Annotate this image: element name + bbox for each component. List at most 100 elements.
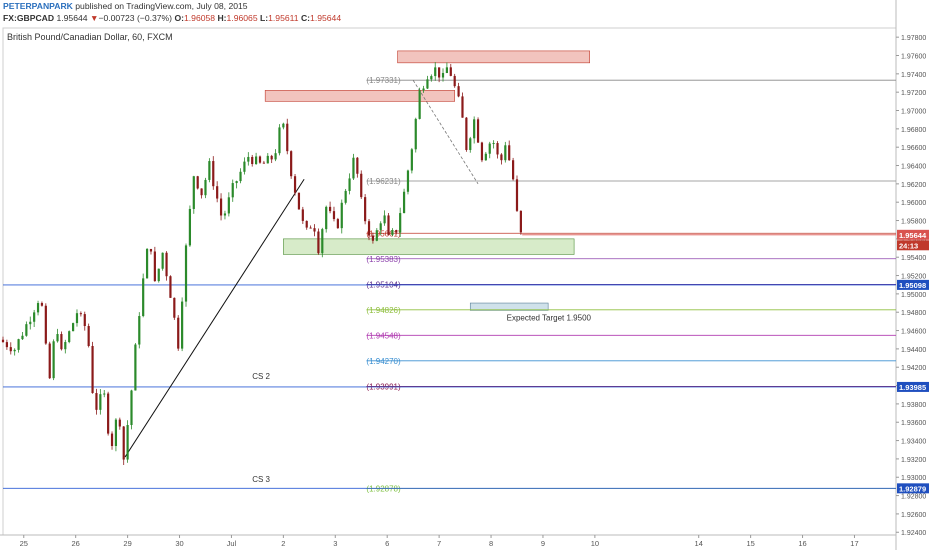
- candle-body: [52, 341, 55, 379]
- candle-body: [227, 197, 230, 214]
- candle-body: [169, 276, 172, 298]
- candle-body: [192, 176, 195, 209]
- y-tick-label: 1.96400: [901, 164, 926, 171]
- symbol-label: FX:GBPCAD: [3, 13, 55, 23]
- candle-body: [138, 316, 141, 345]
- last-price: 1.95644: [56, 13, 88, 23]
- change-value: −0.00723 (−0.37%): [98, 13, 173, 23]
- candle-body: [391, 230, 394, 235]
- x-tick-label: 9: [541, 539, 545, 548]
- x-tick-label: 25: [20, 539, 28, 548]
- candle-body: [219, 198, 223, 216]
- candle-body: [352, 157, 355, 179]
- candle-body: [83, 314, 86, 327]
- level-label: (1.92878): [366, 484, 401, 493]
- candle-body: [515, 179, 519, 211]
- candle-body: [44, 305, 47, 344]
- y-tick-label: 1.97000: [901, 109, 926, 116]
- candle-body: [441, 72, 445, 78]
- y-tick-label: 1.93000: [901, 475, 926, 482]
- x-tick-label: 30: [175, 539, 183, 548]
- y-tick-label: 1.97400: [901, 72, 926, 79]
- x-tick-label: 6: [385, 539, 389, 548]
- candle-body: [438, 67, 441, 78]
- candle-body: [157, 268, 160, 282]
- price-tag-label: 1.95098: [899, 281, 926, 290]
- high-value: 1.96065: [226, 13, 258, 23]
- y-tick-label: 1.93800: [901, 402, 926, 409]
- candle-body: [402, 191, 406, 214]
- candle-body: [243, 161, 246, 172]
- candle-body: [430, 76, 433, 80]
- price-tag: [897, 229, 929, 240]
- candle-body: [426, 79, 429, 89]
- x-tick-label: 14: [695, 539, 703, 548]
- candle-body: [13, 349, 16, 352]
- candle-body: [200, 188, 203, 196]
- candle-body: [103, 393, 106, 395]
- candle-body: [480, 142, 484, 161]
- plot-frame: [2, 27, 897, 536]
- candle-body: [36, 303, 40, 313]
- candle-body: [184, 245, 188, 302]
- candle-body: [278, 127, 281, 154]
- y-tick-label: 1.96800: [901, 127, 926, 134]
- y-tick-label: 1.95800: [901, 219, 926, 226]
- y-tick-label: 1.97200: [901, 90, 926, 97]
- candle-body: [356, 157, 359, 174]
- y-tick-label: 1.97800: [901, 35, 926, 42]
- candle-body: [508, 145, 511, 161]
- level-label: (1.97331): [366, 76, 401, 85]
- price-tag-label: 24:13: [899, 241, 918, 250]
- candle-body: [122, 426, 125, 460]
- candle-body: [239, 171, 242, 182]
- author-link[interactable]: PETERPANPARK: [3, 1, 73, 11]
- candle-body: [68, 331, 71, 343]
- candle-body: [375, 230, 378, 241]
- candle-body: [48, 343, 51, 379]
- candle-body: [500, 154, 503, 161]
- candle-body: [64, 342, 67, 350]
- candle-body: [21, 335, 24, 340]
- candle-body: [496, 143, 499, 155]
- candle-body: [87, 326, 90, 346]
- candle-body: [165, 252, 168, 277]
- candle-body: [25, 324, 28, 336]
- level-label: (1.95383): [366, 255, 401, 264]
- published-note: published on TradingView.com, July 08, 2…: [75, 1, 248, 11]
- candle-body: [488, 143, 491, 154]
- candle-body: [40, 303, 44, 306]
- candle-body: [95, 393, 98, 410]
- chart-annotation: CS 2: [252, 372, 270, 381]
- candle-body: [247, 156, 250, 162]
- candle-body: [126, 425, 129, 460]
- price-tag: [897, 381, 929, 392]
- change-arrow: ▼: [89, 13, 99, 23]
- y-tick-label: 1.96000: [901, 200, 926, 207]
- candle-body: [293, 176, 297, 193]
- candle-body: [348, 178, 351, 191]
- candle-body: [196, 176, 199, 189]
- candle-body: [309, 227, 312, 229]
- candle-body: [149, 248, 153, 252]
- candle-body: [251, 156, 254, 165]
- candle-body: [110, 433, 114, 446]
- candle-body: [344, 190, 347, 203]
- candle-body: [321, 229, 324, 254]
- y-tick-label: 1.94200: [901, 365, 926, 372]
- candle-body: [313, 228, 316, 232]
- candle-body: [519, 210, 522, 233]
- y-tick-label: 1.92600: [901, 512, 926, 519]
- level-label: (1.96231): [366, 177, 401, 186]
- candle-body: [504, 145, 507, 161]
- candle-body: [469, 138, 472, 150]
- candle-body: [336, 219, 339, 229]
- candle-body: [231, 183, 234, 198]
- candle-body: [235, 181, 238, 184]
- candle-body: [177, 317, 180, 349]
- candle-body: [395, 230, 398, 233]
- high-label: H:: [217, 13, 227, 23]
- candle-body: [290, 151, 293, 177]
- candle-body: [387, 215, 390, 235]
